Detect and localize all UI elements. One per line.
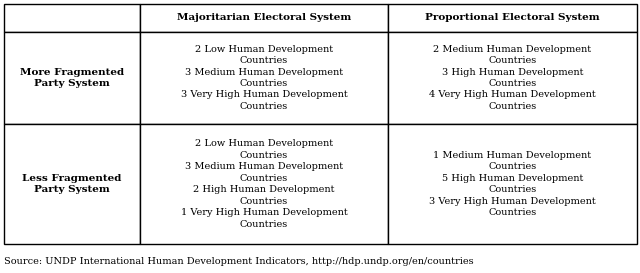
Bar — [4, 32, 140, 124]
Text: 1 Medium Human Development
Countries
5 High Human Development
Countries
3 Very H: 1 Medium Human Development Countries 5 H… — [429, 151, 596, 217]
Bar — [388, 124, 637, 244]
Bar — [4, 124, 140, 244]
Text: 2 Medium Human Development
Countries
3 High Human Development
Countries
4 Very H: 2 Medium Human Development Countries 3 H… — [429, 45, 596, 111]
Text: 2 Low Human Development
Countries
3 Medium Human Development
Countries
2 High Hu: 2 Low Human Development Countries 3 Medi… — [180, 140, 348, 229]
Text: Source: UNDP International Human Development Indicators, http://hdp.undp.org/en/: Source: UNDP International Human Develop… — [4, 257, 474, 266]
Text: More Fragmented
Party System: More Fragmented Party System — [20, 68, 124, 88]
Text: Proportional Electoral System: Proportional Electoral System — [425, 13, 600, 22]
Bar — [4, 4, 140, 32]
Bar — [140, 124, 388, 244]
Text: Less Fragmented
Party System: Less Fragmented Party System — [22, 174, 122, 194]
Text: 2 Low Human Development
Countries
3 Medium Human Development
Countries
3 Very Hi: 2 Low Human Development Countries 3 Medi… — [180, 45, 348, 111]
Bar — [140, 32, 388, 124]
Text: Majoritarian Electoral System: Majoritarian Electoral System — [177, 13, 351, 22]
Bar — [140, 4, 388, 32]
Bar — [388, 4, 637, 32]
Bar — [388, 32, 637, 124]
